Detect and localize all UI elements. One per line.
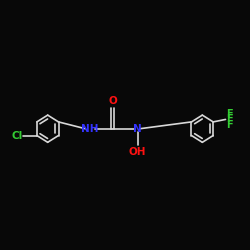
Text: F: F [226,114,233,124]
Text: OH: OH [129,147,146,157]
Text: O: O [108,96,117,106]
Text: F: F [226,109,233,119]
Text: F: F [226,120,233,130]
Text: NH: NH [81,124,98,134]
Text: N: N [133,124,142,134]
Text: Cl: Cl [12,130,23,140]
